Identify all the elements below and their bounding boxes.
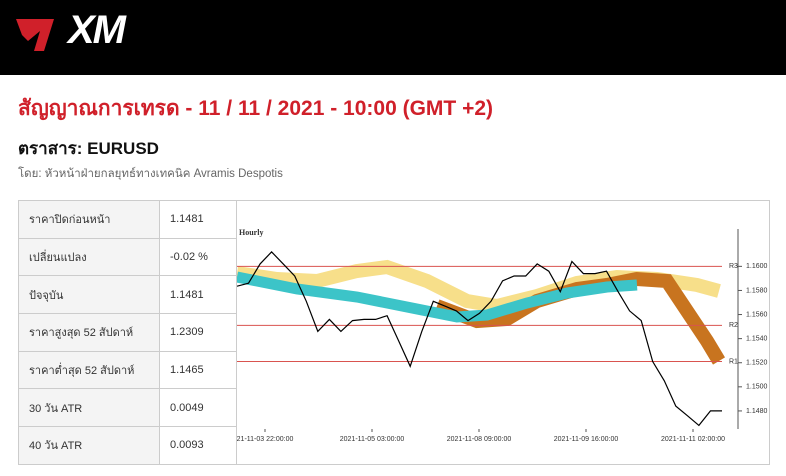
table-row: ราคาสูงสุด 52 สัปดาห์ 1.2309: [18, 313, 237, 352]
label-cell: ราคาสูงสุด 52 สัปดาห์: [18, 313, 160, 352]
y-tick-label: 1.1500: [746, 384, 768, 391]
y-tick-label: 1.1520: [746, 360, 768, 367]
value-cell: 1.1481: [159, 275, 237, 315]
table-row: เปลี่ยนแปลง -0.02 %: [18, 237, 237, 277]
label-cell: 40 วัน ATR: [18, 426, 160, 465]
chart: Hourly 1.1600 1.1580 1.1560 1.1540 1.1520 1.15…: [237, 200, 770, 465]
label-cell: 30 วัน ATR: [18, 388, 160, 428]
table-row: ปัจจุบัน 1.1481: [18, 275, 237, 315]
value-cell: 0.0093: [159, 426, 237, 465]
chart-subtitle: Hourly: [239, 228, 263, 237]
table-row: 30 วัน ATR 0.0049: [18, 388, 237, 428]
table-row: ราคาต่ำสุด 52 สัปดาห์ 1.1465: [18, 350, 237, 390]
label-cell: เปลี่ยนแปลง: [18, 237, 160, 277]
x-tick-label: 2021-11-08 09:00:00: [447, 436, 512, 443]
logo-icon: [16, 19, 54, 51]
x-tick-label: 21-11-03 22:00:00: [237, 436, 293, 443]
instrument: ตราสาร: EURUSD: [18, 139, 159, 158]
header: XM: [0, 0, 786, 75]
level-label: R1: [729, 358, 738, 365]
x-tick-label: 2021-11-05 03:00:00: [340, 436, 405, 443]
y-tick-label: 1.1580: [746, 287, 768, 294]
value-cell: -0.02 %: [159, 237, 237, 277]
value-cell: 0.0049: [159, 388, 237, 428]
table-row: ราคาปิดก่อนหน้า 1.1481: [18, 200, 237, 239]
price-line: [237, 251, 722, 427]
band: [237, 271, 638, 323]
label-cell: ราคาปิดก่อนหน้า: [18, 200, 160, 239]
y-tick-label: 1.1540: [746, 335, 768, 342]
value-cell: 1.1465: [159, 350, 237, 390]
logo: XM: [68, 8, 126, 52]
table-row: 40 วัน ATR 0.0093: [18, 426, 237, 465]
page-title: สัญญาณการเทรด - 11 / 11 / 2021 - 10:00 (…: [18, 97, 494, 120]
level-label: R2: [729, 322, 738, 329]
y-tick-label: 1.1600: [746, 263, 768, 270]
label-cell: ราคาต่ำสุด 52 สัปดาห์: [18, 350, 160, 390]
level-label: R3: [729, 263, 738, 270]
byline: โดย: หัวหน้าฝ่ายกลยุทธ์ทางเทคนิค Avramis…: [18, 168, 283, 180]
x-tick-label: 2021-11-09 16:00:00: [554, 436, 619, 443]
x-tick-label: 2021-11-11 02:00:00: [661, 436, 725, 443]
y-tick-label: 1.1480: [746, 408, 768, 415]
value-cell: 1.1481: [159, 200, 237, 239]
y-tick-label: 1.1560: [746, 311, 768, 318]
value-cell: 1.2309: [159, 313, 237, 352]
label-cell: ปัจจุบัน: [18, 275, 160, 315]
stats-table: ราคาปิดก่อนหน้า 1.1481 เปลี่ยนแปลง -0.02 % ป…: [18, 200, 237, 465]
